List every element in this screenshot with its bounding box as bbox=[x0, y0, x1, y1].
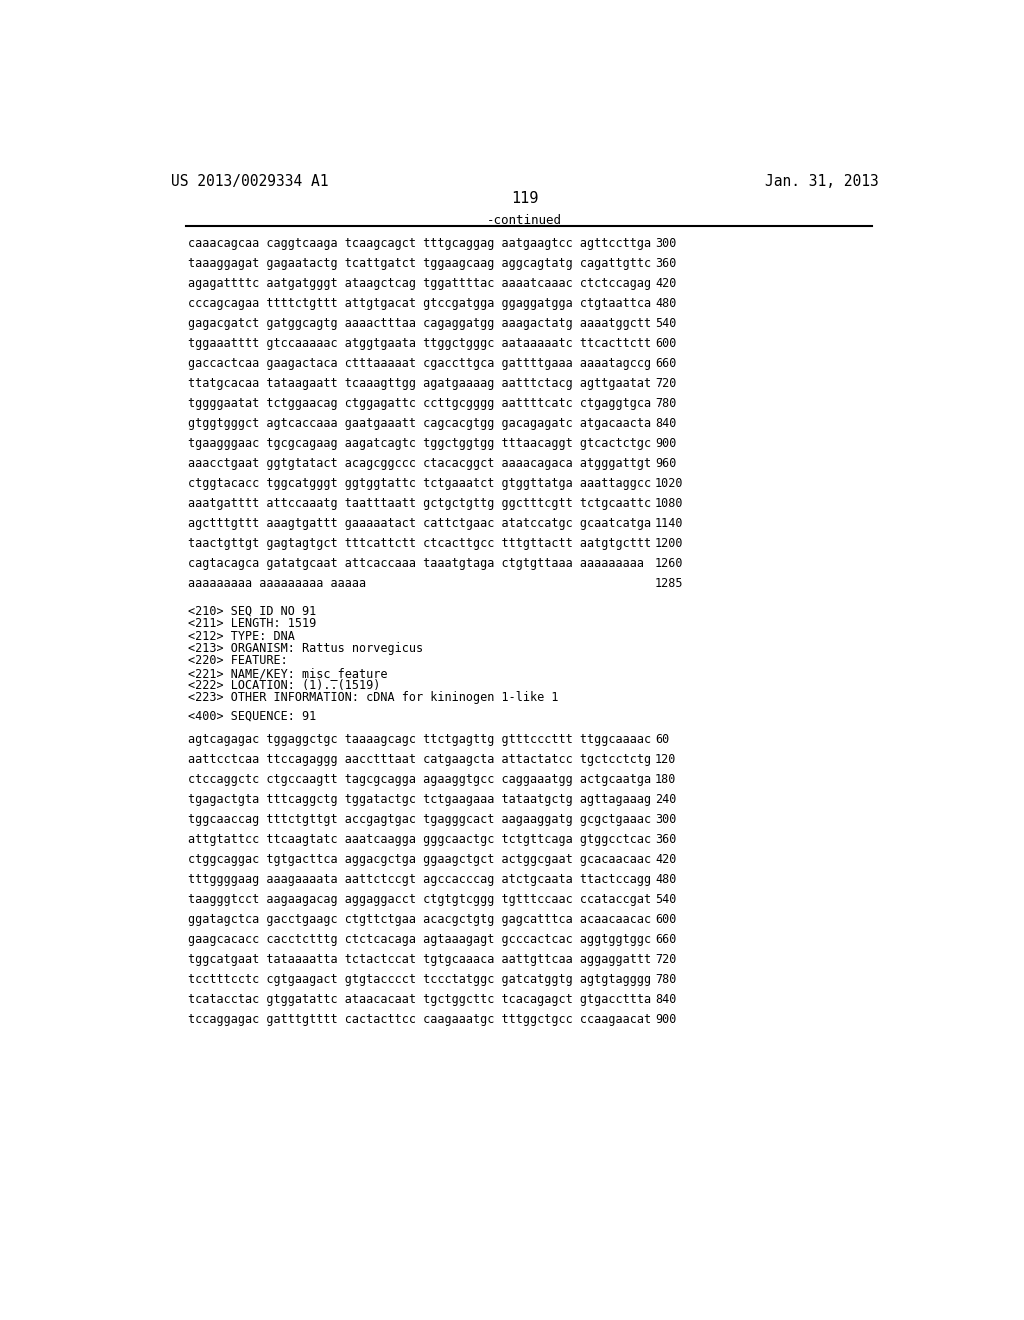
Text: 600: 600 bbox=[655, 913, 677, 927]
Text: ggatagctca gacctgaagc ctgttctgaa acacgctgtg gagcatttca acaacaacac: ggatagctca gacctgaagc ctgttctgaa acacgct… bbox=[188, 913, 651, 927]
Text: 420: 420 bbox=[655, 277, 677, 290]
Text: 660: 660 bbox=[655, 358, 677, 370]
Text: <220> FEATURE:: <220> FEATURE: bbox=[188, 655, 288, 668]
Text: <223> OTHER INFORMATION: cDNA for kininogen 1-like 1: <223> OTHER INFORMATION: cDNA for kinino… bbox=[188, 692, 559, 705]
Text: <221> NAME/KEY: misc_feature: <221> NAME/KEY: misc_feature bbox=[188, 667, 388, 680]
Text: taaaggagat gagaatactg tcattgatct tggaagcaag aggcagtatg cagattgttc: taaaggagat gagaatactg tcattgatct tggaagc… bbox=[188, 257, 651, 271]
Text: ttatgcacaa tataagaatt tcaaagttgg agatgaaaag aatttctacg agttgaatat: ttatgcacaa tataagaatt tcaaagttgg agatgaa… bbox=[188, 378, 651, 391]
Text: 480: 480 bbox=[655, 873, 677, 886]
Text: gaccactcaa gaagactaca ctttaaaaat cgaccttgca gattttgaaa aaaatagccg: gaccactcaa gaagactaca ctttaaaaat cgacctt… bbox=[188, 358, 651, 370]
Text: cccagcagaa ttttctgttt attgtgacat gtccgatgga ggaggatgga ctgtaattca: cccagcagaa ttttctgttt attgtgacat gtccgat… bbox=[188, 297, 651, 310]
Text: 480: 480 bbox=[655, 297, 677, 310]
Text: caaacagcaa caggtcaaga tcaagcagct tttgcaggag aatgaagtcc agttccttga: caaacagcaa caggtcaaga tcaagcagct tttgcag… bbox=[188, 238, 651, 249]
Text: 660: 660 bbox=[655, 933, 677, 946]
Text: 360: 360 bbox=[655, 833, 677, 846]
Text: 840: 840 bbox=[655, 993, 677, 1006]
Text: agagattttc aatgatgggt ataagctcag tggattttac aaaatcaaac ctctccagag: agagattttc aatgatgggt ataagctcag tggattt… bbox=[188, 277, 651, 290]
Text: <400> SEQUENCE: 91: <400> SEQUENCE: 91 bbox=[188, 710, 316, 723]
Text: 960: 960 bbox=[655, 457, 677, 470]
Text: ctccaggctc ctgccaagtt tagcgcagga agaaggtgcc caggaaatgg actgcaatga: ctccaggctc ctgccaagtt tagcgcagga agaaggt… bbox=[188, 774, 651, 785]
Text: <210> SEQ ID NO 91: <210> SEQ ID NO 91 bbox=[188, 605, 316, 618]
Text: 1020: 1020 bbox=[655, 478, 683, 490]
Text: tggggaatat tctggaacag ctggagattc ccttgcgggg aattttcatc ctgaggtgca: tggggaatat tctggaacag ctggagattc ccttgcg… bbox=[188, 397, 651, 411]
Text: 360: 360 bbox=[655, 257, 677, 271]
Text: tcctttcctc cgtgaagact gtgtacccct tccctatggc gatcatggtg agtgtagggg: tcctttcctc cgtgaagact gtgtacccct tccctat… bbox=[188, 973, 651, 986]
Text: aattcctcaa ttccagaggg aacctttaat catgaagcta attactatcc tgctcctctg: aattcctcaa ttccagaggg aacctttaat catgaag… bbox=[188, 752, 651, 766]
Text: -continued: -continued bbox=[487, 214, 562, 227]
Text: 240: 240 bbox=[655, 793, 677, 807]
Text: gagacgatct gatggcagtg aaaactttaa cagaggatgg aaagactatg aaaatggctt: gagacgatct gatggcagtg aaaactttaa cagagga… bbox=[188, 317, 651, 330]
Text: ctggcaggac tgtgacttca aggacgctga ggaagctgct actggcgaat gcacaacaac: ctggcaggac tgtgacttca aggacgctga ggaagct… bbox=[188, 853, 651, 866]
Text: taactgttgt gagtagtgct tttcattctt ctcacttgcc tttgttactt aatgtgcttt: taactgttgt gagtagtgct tttcattctt ctcactt… bbox=[188, 537, 651, 550]
Text: 1200: 1200 bbox=[655, 537, 683, 550]
Text: 900: 900 bbox=[655, 1014, 677, 1026]
Text: 780: 780 bbox=[655, 397, 677, 411]
Text: gaagcacacc cacctctttg ctctcacaga agtaaagagt gcccactcac aggtggtggc: gaagcacacc cacctctttg ctctcacaga agtaaag… bbox=[188, 933, 651, 946]
Text: taagggtcct aagaagacag aggaggacct ctgtgtcggg tgtttccaac ccataccgat: taagggtcct aagaagacag aggaggacct ctgtgtc… bbox=[188, 892, 651, 906]
Text: gtggtgggct agtcaccaaa gaatgaaatt cagcacgtgg gacagagatc atgacaacta: gtggtgggct agtcaccaaa gaatgaaatt cagcacg… bbox=[188, 417, 651, 430]
Text: 600: 600 bbox=[655, 337, 677, 350]
Text: tttggggaag aaagaaaata aattctccgt agccacccag atctgcaata ttactccagg: tttggggaag aaagaaaata aattctccgt agccacc… bbox=[188, 873, 651, 886]
Text: 840: 840 bbox=[655, 417, 677, 430]
Text: 1080: 1080 bbox=[655, 498, 683, 511]
Text: cagtacagca gatatgcaat attcaccaaa taaatgtaga ctgtgttaaa aaaaaaaaa: cagtacagca gatatgcaat attcaccaaa taaatgt… bbox=[188, 557, 644, 570]
Text: tccaggagac gatttgtttt cactacttcc caagaaatgc tttggctgcc ccaagaacat: tccaggagac gatttgtttt cactacttcc caagaaa… bbox=[188, 1014, 651, 1026]
Text: 1260: 1260 bbox=[655, 557, 683, 570]
Text: agctttgttt aaagtgattt gaaaaatact cattctgaac atatccatgc gcaatcatga: agctttgttt aaagtgattt gaaaaatact cattctg… bbox=[188, 517, 651, 531]
Text: 420: 420 bbox=[655, 853, 677, 866]
Text: 119: 119 bbox=[511, 191, 539, 206]
Text: tgaagggaac tgcgcagaag aagatcagtc tggctggtgg tttaacaggt gtcactctgc: tgaagggaac tgcgcagaag aagatcagtc tggctgg… bbox=[188, 437, 651, 450]
Text: 540: 540 bbox=[655, 317, 677, 330]
Text: 300: 300 bbox=[655, 238, 677, 249]
Text: US 2013/0029334 A1: US 2013/0029334 A1 bbox=[171, 174, 328, 189]
Text: 540: 540 bbox=[655, 892, 677, 906]
Text: 300: 300 bbox=[655, 813, 677, 826]
Text: tggcaaccag tttctgttgt accgagtgac tgagggcact aagaaggatg gcgctgaaac: tggcaaccag tttctgttgt accgagtgac tgagggc… bbox=[188, 813, 651, 826]
Text: 720: 720 bbox=[655, 953, 677, 966]
Text: 780: 780 bbox=[655, 973, 677, 986]
Text: <222> LOCATION: (1)..(1519): <222> LOCATION: (1)..(1519) bbox=[188, 678, 381, 692]
Text: aaacctgaat ggtgtatact acagcggccc ctacacggct aaaacagaca atgggattgt: aaacctgaat ggtgtatact acagcggccc ctacacg… bbox=[188, 457, 651, 470]
Text: tggcatgaat tataaaatta tctactccat tgtgcaaaca aattgttcaa aggaggattt: tggcatgaat tataaaatta tctactccat tgtgcaa… bbox=[188, 953, 651, 966]
Text: ctggtacacc tggcatgggt ggtggtattc tctgaaatct gtggttatga aaattaggcc: ctggtacacc tggcatgggt ggtggtattc tctgaaa… bbox=[188, 478, 651, 490]
Text: tggaaatttt gtccaaaaac atggtgaata ttggctgggc aataaaaatc ttcacttctt: tggaaatttt gtccaaaaac atggtgaata ttggctg… bbox=[188, 337, 651, 350]
Text: agtcagagac tggaggctgc taaaagcagc ttctgagttg gtttcccttt ttggcaaaac: agtcagagac tggaggctgc taaaagcagc ttctgag… bbox=[188, 733, 651, 746]
Text: 180: 180 bbox=[655, 774, 677, 785]
Text: Jan. 31, 2013: Jan. 31, 2013 bbox=[765, 174, 879, 189]
Text: aaatgatttt attccaaatg taatttaatt gctgctgttg ggctttcgtt tctgcaattc: aaatgatttt attccaaatg taatttaatt gctgctg… bbox=[188, 498, 651, 511]
Text: 1285: 1285 bbox=[655, 577, 683, 590]
Text: 720: 720 bbox=[655, 378, 677, 391]
Text: tcatacctac gtggatattc ataacacaat tgctggcttc tcacagagct gtgaccttta: tcatacctac gtggatattc ataacacaat tgctggc… bbox=[188, 993, 651, 1006]
Text: 900: 900 bbox=[655, 437, 677, 450]
Text: attgtattcc ttcaagtatc aaatcaagga gggcaactgc tctgttcaga gtggcctcac: attgtattcc ttcaagtatc aaatcaagga gggcaac… bbox=[188, 833, 651, 846]
Text: 60: 60 bbox=[655, 733, 670, 746]
Text: <211> LENGTH: 1519: <211> LENGTH: 1519 bbox=[188, 618, 316, 631]
Text: tgagactgta tttcaggctg tggatactgc tctgaagaaa tataatgctg agttagaaag: tgagactgta tttcaggctg tggatactgc tctgaag… bbox=[188, 793, 651, 807]
Text: 120: 120 bbox=[655, 752, 677, 766]
Text: aaaaaaaaa aaaaaaaaa aaaaa: aaaaaaaaa aaaaaaaaa aaaaa bbox=[188, 577, 367, 590]
Text: <213> ORGANISM: Rattus norvegicus: <213> ORGANISM: Rattus norvegicus bbox=[188, 642, 424, 655]
Text: <212> TYPE: DNA: <212> TYPE: DNA bbox=[188, 630, 295, 643]
Text: 1140: 1140 bbox=[655, 517, 683, 531]
